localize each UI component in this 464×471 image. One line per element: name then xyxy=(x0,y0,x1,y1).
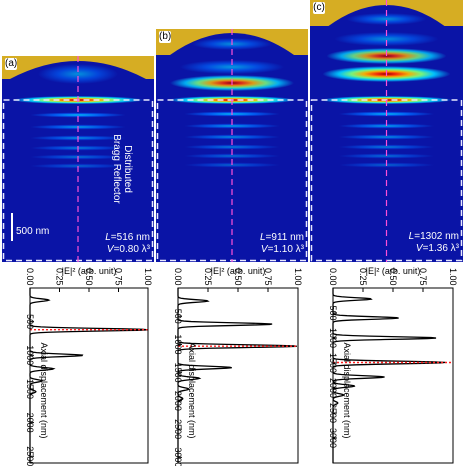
dbr-field-band xyxy=(30,112,126,118)
profile-plot-b: 0.00 0.25 0.50 0.75 1.00 500 1000 1500 2000 2500 3… xyxy=(155,264,309,467)
volume-symbol-c: V xyxy=(415,243,423,254)
params-a: L=516 nm V=0.80 λ³ xyxy=(105,232,150,256)
displacement-tick-label: 500 xyxy=(173,309,183,324)
displacement-tick-label: 1500 xyxy=(25,379,35,399)
value-tick-label: 0.00 xyxy=(328,268,338,286)
panel-a: (a) Distributed Bragg Reflector 500 nm L… xyxy=(0,0,155,262)
value-tick-label: 0.00 xyxy=(25,268,35,286)
field-lobe xyxy=(180,60,284,74)
value-tick-label: 0.50 xyxy=(84,268,94,286)
value-tick-label: 0.25 xyxy=(203,268,213,286)
displacement-tick-label: 2500 xyxy=(173,419,183,439)
displacement-tick-label: 500 xyxy=(25,314,35,329)
length-value-b: =911 nm xyxy=(265,232,304,243)
value-tick-label: 1.00 xyxy=(143,268,153,286)
value-axis-title: |E|² (arb. unit) xyxy=(366,266,421,276)
length-value-a: =516 nm xyxy=(110,232,150,243)
displacement-axis-title: Axial displacement (nm) xyxy=(187,342,197,438)
field-map-b: (b) L=911 nm V=1.10 λ³ xyxy=(156,29,308,262)
field-map-svg-c xyxy=(310,0,463,262)
dbr-field-band xyxy=(184,123,280,129)
value-tick-label: 0.25 xyxy=(358,268,368,286)
length-symbol-b: L xyxy=(259,232,266,243)
dbr-field-band xyxy=(338,134,435,140)
profile-plot-svg-c: 0.00 0.25 0.50 0.75 1.00 500 1000 1500 2000 2500 3… xyxy=(328,266,458,464)
field-lobe xyxy=(346,13,427,25)
dbr-field-band xyxy=(184,134,280,140)
panel-label-c: (c) xyxy=(313,2,325,14)
displacement-axis-title: Axial displacement (nm) xyxy=(342,342,352,438)
displacement-tick-label: 1500 xyxy=(328,353,338,373)
dbr-label: Distributed Bragg Reflector xyxy=(111,114,133,224)
profile-plot-c: 0.00 0.25 0.50 0.75 1.00 500 1000 1500 2000 2500 3… xyxy=(309,264,464,466)
value-axis-title: |E|² (arb. unit) xyxy=(62,266,117,276)
displacement-axis-title: Axial displacement (nm) xyxy=(39,342,49,438)
field-map-svg-a xyxy=(2,56,154,262)
value-tick-label: 1.00 xyxy=(293,268,303,286)
scale-bar xyxy=(11,213,13,241)
length-symbol-a: L xyxy=(105,232,111,243)
dbr-field-band xyxy=(184,144,280,150)
volume-symbol-a: V xyxy=(106,244,114,255)
displacement-tick-label: 3000 xyxy=(328,428,338,448)
displacement-tick-label: 2500 xyxy=(25,446,35,466)
params-c: L=1302 nm V=1.36 λ³ xyxy=(409,231,459,255)
field-map-svg-b xyxy=(156,29,308,262)
value-tick-label: 1.00 xyxy=(448,268,458,286)
value-tick-label: 0.25 xyxy=(55,268,65,286)
value-tick-label: 0.75 xyxy=(263,268,273,286)
displacement-tick-label: 2000 xyxy=(25,413,35,433)
field-map-a: (a) Distributed Bragg Reflector 500 nm L… xyxy=(2,56,154,262)
panel-b: (b) L=911 nm V=1.10 λ³ xyxy=(155,0,309,262)
displacement-tick-label: 1000 xyxy=(25,345,35,365)
displacement-tick-label: 1000 xyxy=(328,328,338,348)
profile-plot-svg-b: 0.00 0.25 0.50 0.75 1.00 500 1000 1500 2000 2500 3… xyxy=(173,266,303,467)
displacement-tick-label: 1500 xyxy=(173,363,183,383)
volume-symbol-b: V xyxy=(260,244,268,255)
panel-label-a: (a) xyxy=(5,58,18,70)
volume-value-c: =1.36 λ³ xyxy=(422,243,459,254)
displacement-tick-label: 1000 xyxy=(173,334,183,354)
value-tick-label: 0.00 xyxy=(173,268,183,286)
value-tick-label: 0.75 xyxy=(418,268,428,286)
length-symbol-c: L xyxy=(408,231,415,242)
panel-c: (c) L=1302 nm V=1.36 λ³ xyxy=(309,0,464,262)
value-tick-label: 0.50 xyxy=(388,268,398,286)
profile-plot-a: 0.00 0.25 0.50 0.75 1.00 500 1000 1500 2000 2500 |… xyxy=(0,264,155,466)
volume-value-a: =0.80 λ³ xyxy=(113,244,150,255)
displacement-tick-label: 2000 xyxy=(173,391,183,411)
profile-plot-svg-a: 0.00 0.25 0.50 0.75 1.00 500 1000 1500 2000 2500 |… xyxy=(25,266,153,466)
displacement-tick-label: 2500 xyxy=(328,403,338,423)
dbr-label-line-2: Bragg Reflector xyxy=(111,134,122,204)
displacement-tick-label: 2000 xyxy=(328,378,338,398)
field-lobe xyxy=(38,64,118,84)
scale-bar-label: 500 nm xyxy=(16,226,50,237)
length-value-c: =1302 nm xyxy=(414,231,459,242)
params-b: L=911 nm V=1.10 λ³ xyxy=(260,232,304,256)
displacement-tick-label: 3000 xyxy=(173,447,183,466)
value-axis-title: |E|² (arb. unit) xyxy=(211,266,266,276)
field-map-c: (c) L=1302 nm V=1.36 λ³ xyxy=(310,0,463,262)
dbr-field-band xyxy=(338,144,435,150)
value-tick-label: 0.75 xyxy=(114,268,124,286)
displacement-tick-label: 500 xyxy=(328,305,338,320)
dbr-field-band xyxy=(184,153,280,159)
panel-label-b: (b) xyxy=(159,31,172,43)
value-tick-label: 0.50 xyxy=(233,268,243,286)
dbr-label-line-1: Distributed xyxy=(122,145,133,193)
field-lobe xyxy=(334,32,439,46)
volume-value-b: =1.10 λ³ xyxy=(267,244,304,255)
